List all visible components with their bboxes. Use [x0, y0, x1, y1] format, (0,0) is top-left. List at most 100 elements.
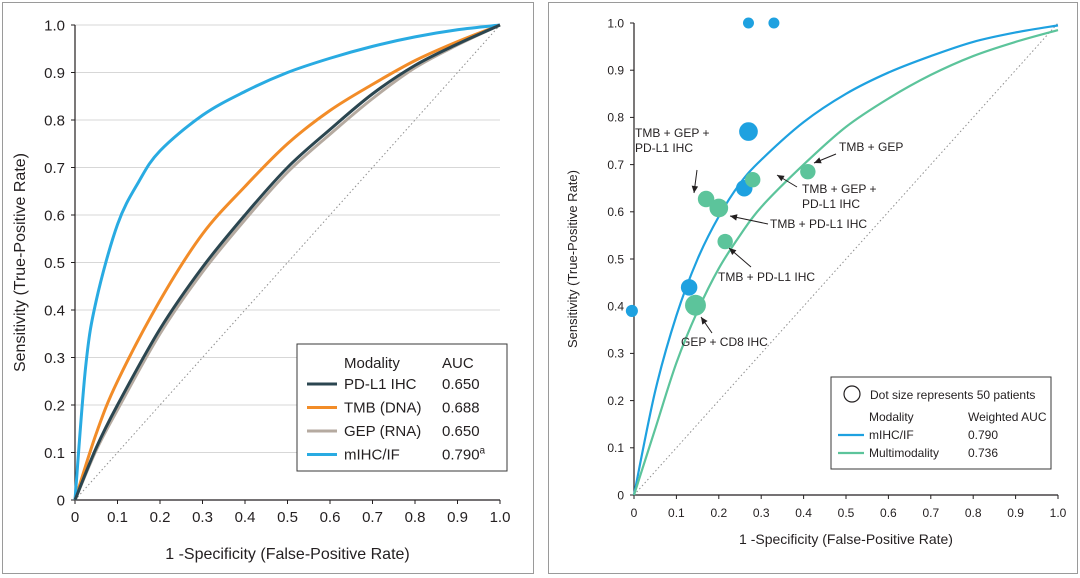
b-annotation-arrowhead — [814, 157, 822, 164]
b-point-multimodality — [685, 294, 706, 316]
b-x-tick-label: 0.8 — [965, 506, 982, 520]
b-point-multimodality — [745, 172, 761, 188]
a-x-tick-label: 0.6 — [320, 509, 341, 526]
b-annotation-label: TMB + GEP + — [802, 182, 876, 196]
b-annotation-label: TMB + GEP + — [635, 126, 709, 140]
a-y-tick-label: 0.5 — [44, 255, 65, 272]
b-y-tick-label: 0.5 — [607, 252, 624, 266]
a-x-tick-label: 0.5 — [277, 509, 298, 526]
b-x-tick-label: 0.4 — [795, 506, 812, 520]
a-legend-auc-gep-rna: 0.650 — [442, 423, 480, 440]
a-legend-header-modality: Modality — [344, 355, 400, 372]
b-annotation-label: PD-L1 IHC — [635, 141, 693, 155]
b-annotation-label: TMB + PD-L1 IHC — [770, 217, 867, 231]
a-y-tick-label: 0.6 — [44, 207, 65, 224]
b-y-tick-label: 0.6 — [607, 205, 624, 219]
a-x-axis-title: 1 -Specificity (False-Positive Rate) — [165, 546, 410, 563]
a-x-tick-label: 0.7 — [362, 509, 383, 526]
a-y-tick-label: 0.3 — [44, 350, 65, 367]
b-legend-auc-mihc-if: 0.790 — [968, 428, 998, 442]
b-y-axis-title: Sensitivity (True-Positive Rate) — [565, 170, 580, 348]
b-annotation-arrowhead — [729, 248, 737, 255]
a-legend-label-gep-rna: GEP (RNA) — [344, 423, 421, 440]
b-annotation-arrowhead — [701, 317, 708, 325]
b-legend-header-auc: Weighted AUC — [968, 410, 1047, 424]
a-y-tick-label: 0 — [57, 492, 65, 509]
b-x-tick-label: 0.3 — [753, 506, 770, 520]
b-legend-header-modality: Modality — [869, 410, 914, 424]
a-legend-footnote-marker: a — [480, 446, 486, 457]
a-y-tick-label: 0.1 — [44, 445, 65, 462]
b-annotation-arrowhead — [730, 214, 738, 221]
b-y-tick-label: 0.9 — [607, 64, 624, 78]
b-x-tick-label: 0.1 — [668, 506, 685, 520]
a-x-tick-label: 0.9 — [447, 509, 468, 526]
b-roc-curve-mihc-if — [632, 24, 1059, 496]
b-x-tick-label: 0.6 — [880, 506, 897, 520]
a-legend-auc-tmb-dna: 0.688 — [442, 400, 480, 417]
roc-panel-weighted: 0 0.1 0.2 0.3 0.4 0.5 0.6 0.7 0.8 0.9 1.0 0 0.1 0.2 0.… — [548, 2, 1078, 574]
b-annotation-label: PD-L1 IHC — [802, 197, 860, 211]
b-x-axis-title: 1 -Specificity (False-Positive Rate) — [739, 531, 953, 547]
a-legend-label-tmb-dna: TMB (DNA) — [344, 400, 422, 417]
a-roc-line-pd-l1-ihc — [73, 23, 501, 501]
a-x-tick-label: 0.2 — [150, 509, 171, 526]
roc-chart-modalities: 0 0.1 0.2 0.3 0.4 0.5 0.6 0.7 0.8 0.9 1.0 0 0.1 0.2 0.… — [12, 17, 511, 563]
a-x-tick-label: 0.8 — [405, 509, 426, 526]
b-annotation-arrowhead — [691, 185, 699, 193]
a-y-tick-label: 0.7 — [44, 160, 65, 177]
b-point-multimodality — [800, 163, 816, 180]
a-roc-line-tmb-dna — [73, 23, 501, 501]
a-roc-line-gep-rna — [73, 23, 501, 501]
b-annotation-label: GEP + CD8 IHC — [681, 335, 768, 349]
a-y-axis-title: Sensitivity (True-Positive Rate) — [12, 153, 29, 372]
b-legend-label-mihc-if: mIHC/IF — [869, 428, 914, 442]
b-y-tick-label: 0 — [617, 488, 624, 502]
a-roc-line-mihc-if — [73, 23, 501, 501]
b-y-tick-label: 0.1 — [607, 441, 624, 455]
b-x-tick-label: 0.7 — [922, 506, 939, 520]
b-point-mihc-if — [768, 17, 780, 29]
b-point-multimodality — [697, 190, 715, 208]
b-x-tick-label: 0.2 — [710, 506, 727, 520]
b-point-mihc-if — [680, 279, 698, 296]
b-annotation-label: TMB + PD-L1 IHC — [718, 270, 815, 284]
b-x-tick-label: 0.9 — [1007, 506, 1024, 520]
b-point-mihc-if — [739, 122, 758, 141]
b-legend-size-note: Dot size represents 50 patients — [870, 388, 1035, 402]
b-annotation-label: TMB + GEP — [839, 140, 903, 154]
a-y-tick-label: 0.9 — [44, 65, 65, 82]
a-x-tick-label: 1.0 — [490, 509, 511, 526]
b-legend-label-multimodality: Multimodality — [869, 446, 939, 460]
a-y-tick-label: 0.4 — [44, 302, 65, 319]
a-x-tick-label: 0.4 — [235, 509, 256, 526]
b-x-tick-label: 0.5 — [838, 506, 855, 520]
b-point-mihc-if — [742, 17, 754, 29]
b-legend-box — [830, 376, 1052, 470]
b-y-tick-label: 0.7 — [607, 158, 624, 172]
roc-panel-modalities: 0 0.1 0.2 0.3 0.4 0.5 0.6 0.7 0.8 0.9 1.0 0 0.1 0.2 0.… — [2, 2, 534, 574]
a-x-tick-label: 0.3 — [192, 509, 213, 526]
b-y-tick-label: 1.0 — [607, 16, 624, 30]
b-y-tick-label: 0.4 — [607, 300, 624, 314]
b-x-tick-label: 0 — [631, 506, 638, 520]
b-point-multimodality — [717, 233, 733, 250]
a-legend-auc-pd-l1-ihc: 0.650 — [442, 376, 480, 393]
b-legend-auc-multimodality: 0.736 — [968, 446, 998, 460]
a-legend-label-pd-l1-ihc: PD-L1 IHC — [344, 376, 417, 393]
b-reference-diagonal — [633, 22, 1059, 496]
a-legend-auc-mihc-if: 0.790a — [442, 446, 486, 464]
b-y-tick-label: 0.2 — [607, 394, 624, 408]
a-y-tick-label: 0.2 — [44, 397, 65, 414]
b-point-mihc-if — [625, 304, 638, 317]
b-roc-curve-multimodality — [632, 29, 1059, 496]
a-legend-label-mihc-if: mIHC/IF — [344, 447, 400, 464]
b-y-tick-label: 0.8 — [607, 111, 624, 125]
b-x-tick-label: 1.0 — [1050, 506, 1067, 520]
a-x-tick-label: 0 — [71, 509, 79, 526]
b-annotation-arrowhead — [777, 175, 785, 182]
b-legend-size-key-circle — [843, 385, 861, 403]
b-y-tick-label: 0.3 — [607, 347, 624, 361]
a-x-tick-label: 0.1 — [107, 509, 128, 526]
b-point-multimodality — [709, 198, 729, 218]
